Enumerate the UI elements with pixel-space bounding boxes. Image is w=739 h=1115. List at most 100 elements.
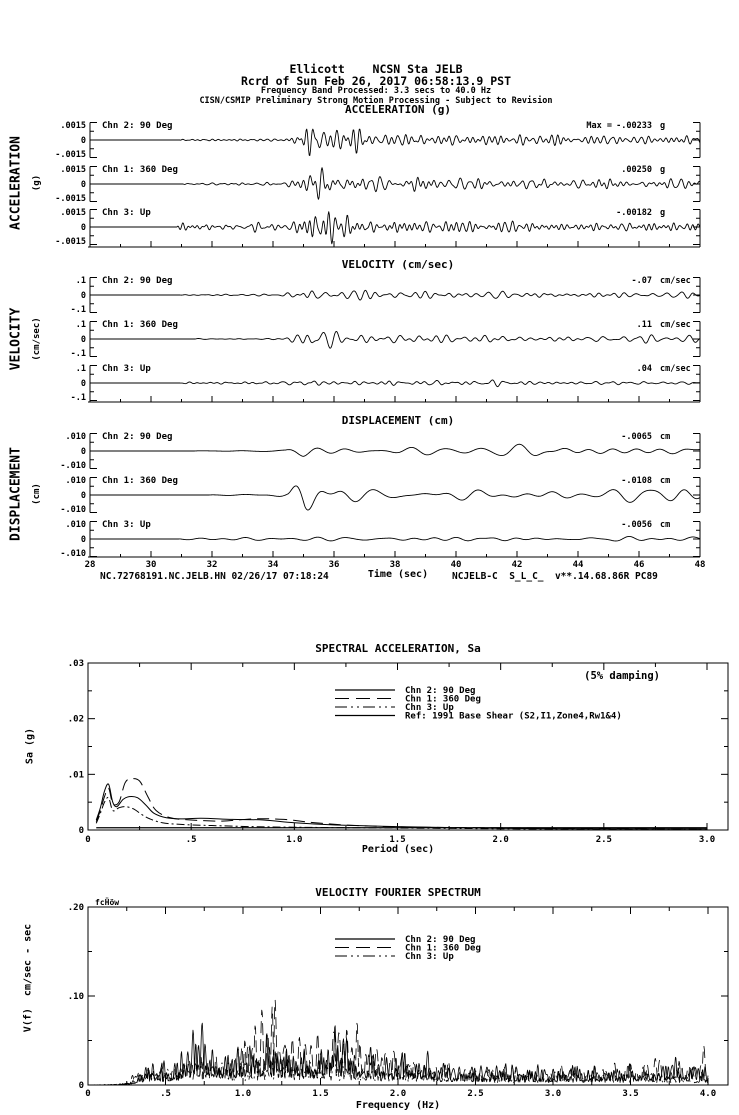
acceleration-trace-1-channel-label: Chn 2: 90 Deg: [102, 121, 172, 131]
time-tick-label: 42: [512, 560, 523, 570]
displacement-trace-1-max-value: -.0065: [621, 432, 652, 442]
sa-xtick-label: 1.5: [389, 835, 405, 845]
velocity-trace-3-max-unit: cm/sec: [660, 364, 691, 374]
vf-legend-label: Chn 1: 360 Deg: [405, 944, 481, 954]
time-tick-label: 36: [329, 560, 340, 570]
displacement-trace-2-max-value: -.0108: [621, 476, 652, 486]
acceleration-trace-2-channel-label: Chn 1: 360 Deg: [102, 165, 178, 175]
header-notice-line: CISN/CSMIP Preliminary Strong Motion Pro…: [199, 95, 553, 106]
velocity-trace-3-ytick-top: .1: [76, 364, 86, 374]
displacement-side-label: DISPLACEMENT: [8, 447, 24, 541]
acceleration-side-unit: (g): [32, 174, 42, 192]
velocity-trace-2-ytick-bottom: -.1: [71, 349, 86, 359]
spectral-acceleration-title: SPECTRAL ACCELERATION, Sa: [315, 642, 481, 655]
velocity-trace-1-ytick-top: .1: [76, 276, 86, 286]
velocity-trace-2-max-value: .11: [637, 320, 652, 330]
period-axis-label: Period (sec): [361, 844, 435, 855]
acceleration-trace-2-max-value: .00250: [621, 165, 652, 175]
displacement-trace-2-ytick-top: .010: [66, 476, 86, 486]
sa-legend-label: Chn 3: Up: [405, 703, 454, 713]
fourier-spectrum-title: VELOCITY FOURIER SPECTRUM: [315, 886, 481, 899]
vf-xtick-label: 1.5: [312, 1089, 328, 1099]
displacement-trace-1-ytick-top: .010: [66, 432, 86, 442]
sa-xtick-label: 2.5: [596, 835, 612, 845]
velocity-trace-3-channel-label: Chn 3: Up: [102, 364, 151, 374]
sa-curve-1: [95, 783, 708, 830]
vf-legend-label: Chn 3: Up: [405, 952, 454, 962]
vf-curve-1: [88, 1022, 709, 1086]
velocity-trace-2-channel-label: Chn 1: 360 Deg: [102, 320, 178, 330]
sa-xtick-label: 1.0: [286, 835, 302, 845]
velocity-trace-2-ytick-zero: 0: [81, 335, 86, 345]
displacement-trace-3-ytick-bottom: -.010: [60, 549, 86, 559]
displacement-trace-2-channel-label: Chn 1: 360 Deg: [102, 476, 178, 486]
time-tick-label: 48: [695, 560, 706, 570]
vf-curve-2: [87, 999, 709, 1086]
waveform-displacement-trace-2: [90, 485, 701, 511]
time-tick-label: 44: [573, 560, 584, 570]
vf-ytick-label: .10: [68, 992, 84, 1002]
time-tick-label: 32: [207, 560, 218, 570]
velocity-trace-2-max-unit: cm/sec: [660, 320, 691, 330]
time-tick-label: 28: [85, 560, 96, 570]
header-band-line: Frequency Band Processed: 3.3 secs to 40…: [260, 86, 492, 96]
damping-note: (5% damping): [584, 670, 660, 682]
acceleration-side-label: ACCELERATION: [8, 136, 24, 230]
waveform-acceleration-trace-1: [90, 128, 701, 157]
sa-xtick-label: 3.0: [699, 835, 715, 845]
time-tick-label: 30: [146, 560, 157, 570]
vf-xtick-label: 0: [85, 1089, 90, 1099]
sa-xtick-label: 2.0: [493, 835, 509, 845]
velocity-side-label: VELOCITY: [8, 307, 24, 371]
vf-ytick-label: 0: [79, 1081, 84, 1091]
vf-legend-label: Chn 2: 90 Deg: [405, 935, 475, 945]
processing-version-footer: NCJELB-C S_L_C_ v**.14.68.86R PC89: [452, 570, 658, 582]
displacement-trace-1-channel-label: Chn 2: 90 Deg: [102, 432, 172, 442]
acceleration-trace-1-ytick-bottom: -.0015: [55, 150, 86, 160]
vf-ytick-label: .20: [68, 903, 84, 913]
displacement-trace-1-ytick-bottom: -.010: [60, 461, 86, 471]
sa-legend-label: Chn 2: 90 Deg: [405, 686, 475, 696]
sa-ytick-label: .01: [68, 770, 84, 780]
displacement-trace-3-max-unit: cm: [660, 520, 670, 530]
waveform-acceleration-trace-3: [90, 211, 701, 245]
time-tick-label: 38: [390, 560, 401, 570]
time-tick-label: 40: [451, 560, 462, 570]
frequency-axis-label: Frequency (Hz): [355, 1100, 441, 1111]
acceleration-trace-1-max-prefix: Max =: [586, 121, 612, 131]
acceleration-trace-2-max-unit: g: [660, 165, 665, 175]
sa-xtick-label: 0: [85, 835, 90, 845]
fc-filter-marker: fcḦöw: [95, 898, 120, 907]
displacement-trace-3-channel-label: Chn 3: Up: [102, 520, 151, 530]
displacement-trace-3-max-value: -.0056: [621, 520, 652, 530]
acceleration-trace-3-ytick-zero: 0: [81, 223, 86, 233]
velocity-trace-3-ytick-bottom: -.1: [71, 393, 86, 403]
sa-curve-3: [95, 796, 708, 830]
vf-xtick-label: 4.0: [700, 1089, 716, 1099]
velocity-trace-1-ytick-zero: 0: [81, 291, 86, 301]
time-tick-label: 46: [634, 560, 645, 570]
velocity-side-unit: (cm/sec): [32, 317, 42, 361]
acceleration-trace-1-ytick-zero: 0: [81, 136, 86, 146]
displacement-trace-2-max-unit: cm: [660, 476, 670, 486]
acceleration-title: ACCELERATION (g): [345, 103, 451, 116]
displacement-trace-3-ytick-zero: 0: [81, 535, 86, 545]
acceleration-trace-2-ytick-top: .0015: [60, 165, 86, 175]
waveform-velocity-trace-1: [90, 289, 701, 301]
waveform-velocity-trace-2: [90, 330, 701, 349]
sa-curve-2: [95, 778, 708, 830]
displacement-title: DISPLACEMENT (cm): [341, 414, 455, 427]
sa-y-axis-label: Sa (g): [24, 727, 36, 765]
acceleration-trace-2-ytick-bottom: -.0015: [55, 194, 86, 204]
sa-xtick-label: .5: [186, 835, 197, 845]
sa-legend-label: Chn 1: 360 Deg: [405, 695, 481, 705]
vf-curve-3: [87, 1052, 709, 1086]
vf-xtick-label: 2.0: [390, 1089, 406, 1099]
vf-xtick-label: .5: [160, 1089, 171, 1099]
acceleration-trace-3-max-value: -.00182: [616, 208, 652, 218]
displacement-trace-2-ytick-zero: 0: [81, 491, 86, 501]
time-tick-label: 34: [268, 560, 279, 570]
acceleration-trace-1-max-unit: g: [660, 121, 665, 131]
